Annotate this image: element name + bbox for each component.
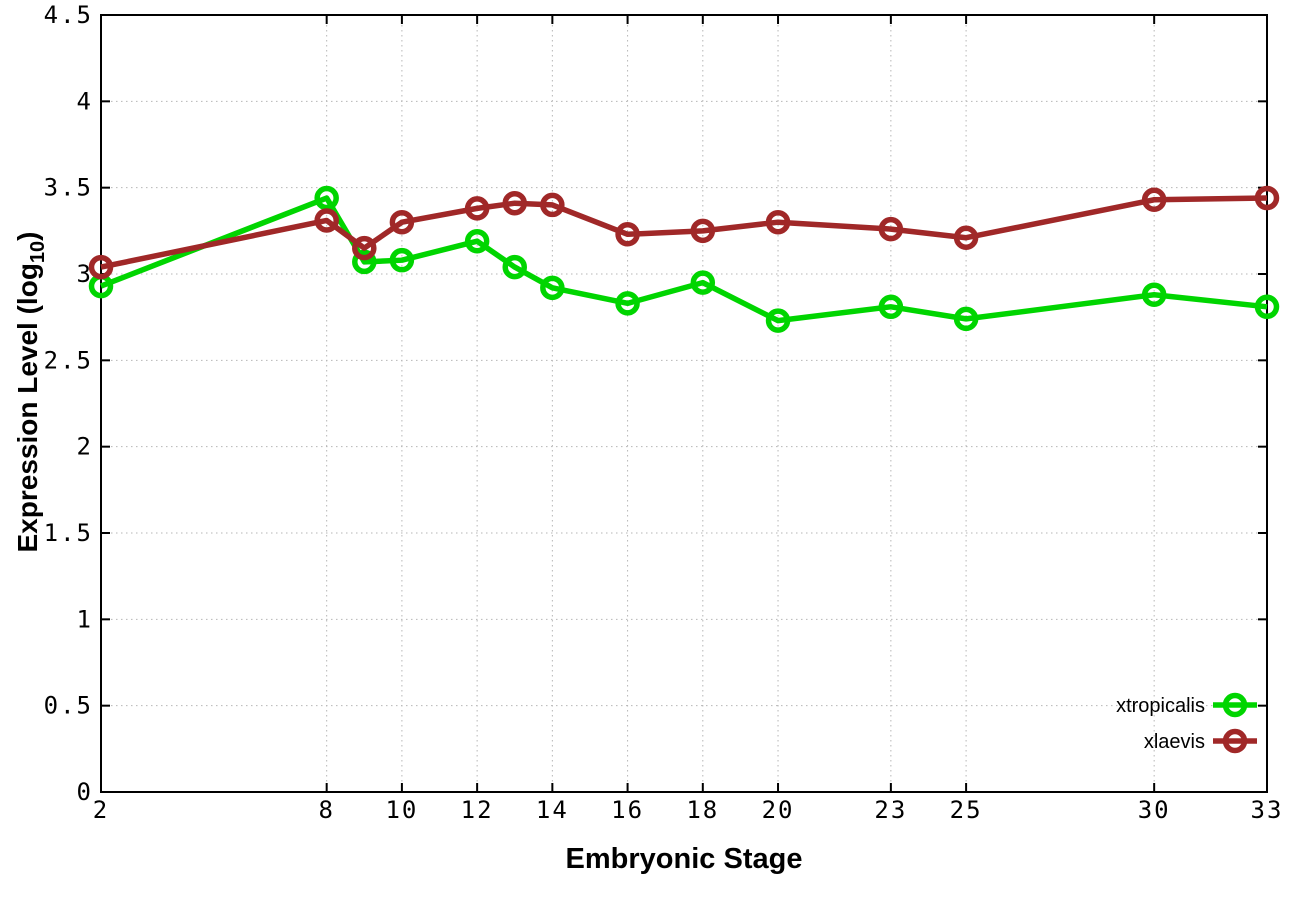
y-axis-label: Expression Level (log10) — [8, 222, 49, 562]
y-tick-label-4: 4 — [77, 87, 93, 115]
marker-xlaevis-stage-25 — [953, 225, 979, 250]
legend-marker-xlaevis — [1222, 728, 1248, 754]
y-tick-label-4.5: 4.5 — [44, 1, 93, 29]
x-tick-label-14: 14 — [536, 796, 569, 824]
marker-xlaevis-stage-23 — [878, 216, 904, 242]
x-tick-label-2: 2 — [93, 796, 109, 824]
y-tick-label-1.5: 1.5 — [44, 519, 93, 547]
y-tick-label-1: 1 — [77, 605, 93, 633]
y-tick-label-2: 2 — [77, 433, 93, 461]
x-tick-label-33: 33 — [1251, 796, 1284, 824]
x-tick-label-23: 23 — [874, 796, 907, 824]
marker-xlaevis-stage-33 — [1254, 185, 1280, 211]
x-tick-label-20: 20 — [762, 796, 795, 824]
marker-xlaevis-stage-13 — [502, 190, 527, 216]
y-axis-label-subscript: 10 — [27, 240, 49, 264]
y-tick-label-3: 3 — [77, 260, 93, 288]
x-tick-label-10: 10 — [385, 796, 418, 824]
marker-xlaevis-stage-2 — [88, 254, 114, 280]
marker-xtropicalis-stage-23 — [878, 294, 904, 320]
marker-xlaevis-stage-10 — [389, 209, 415, 235]
x-tick-label-16: 16 — [611, 796, 644, 824]
x-tick-label-30: 30 — [1138, 796, 1171, 824]
marker-xlaevis-stage-14 — [540, 192, 565, 218]
marker-xtropicalis-stage-16 — [615, 291, 640, 316]
y-axis-label-main: Expression Level (log — [12, 263, 43, 553]
marker-xtropicalis-stage-25 — [953, 306, 979, 332]
marker-xlaevis-stage-30 — [1141, 187, 1167, 213]
legend-label-xtropicalis: xtropicalis — [1116, 695, 1205, 717]
x-tick-label-18: 18 — [686, 796, 719, 824]
x-tick-label-25: 25 — [950, 796, 983, 824]
y-tick-label-0.5: 0.5 — [44, 692, 93, 720]
marker-xtropicalis-stage-10 — [389, 247, 415, 273]
plot-border — [100, 14, 1268, 793]
marker-xtropicalis-stage-33 — [1254, 294, 1280, 320]
y-tick-label-3.5: 3.5 — [44, 174, 93, 202]
marker-xlaevis-stage-12 — [464, 196, 490, 221]
y-tick-label-0: 0 — [77, 778, 93, 806]
legend-marker-xtropicalis — [1222, 692, 1248, 718]
x-axis-label: Embryonic Stage — [565, 843, 803, 875]
marker-xlaevis-stage-9 — [352, 235, 377, 261]
x-tick-label-8: 8 — [318, 796, 334, 824]
marker-xtropicalis-stage-12 — [464, 228, 490, 254]
marker-xtropicalis-stage-13 — [502, 254, 527, 280]
y-tick-label-2.5: 2.5 — [44, 346, 93, 374]
marker-xtropicalis-stage-9 — [352, 249, 377, 275]
marker-xtropicalis-stage-8 — [314, 185, 339, 211]
series-line-xlaevis — [100, 195, 1268, 270]
series-line-xtropicalis — [100, 195, 1268, 324]
legend-label-xlaevis: xlaevis — [1144, 731, 1205, 753]
marker-xlaevis-stage-20 — [765, 209, 791, 235]
marker-xtropicalis-stage-14 — [540, 275, 565, 301]
marker-xtropicalis-stage-30 — [1141, 282, 1167, 307]
y-axis-label-end: ) — [12, 231, 43, 241]
marker-xtropicalis-stage-20 — [765, 308, 791, 333]
marker-xtropicalis-stage-18 — [690, 270, 716, 295]
x-tick-label-12: 12 — [461, 796, 494, 824]
marker-xlaevis-stage-8 — [314, 208, 339, 233]
marker-xlaevis-stage-16 — [615, 222, 640, 247]
marker-xlaevis-stage-18 — [690, 218, 716, 244]
